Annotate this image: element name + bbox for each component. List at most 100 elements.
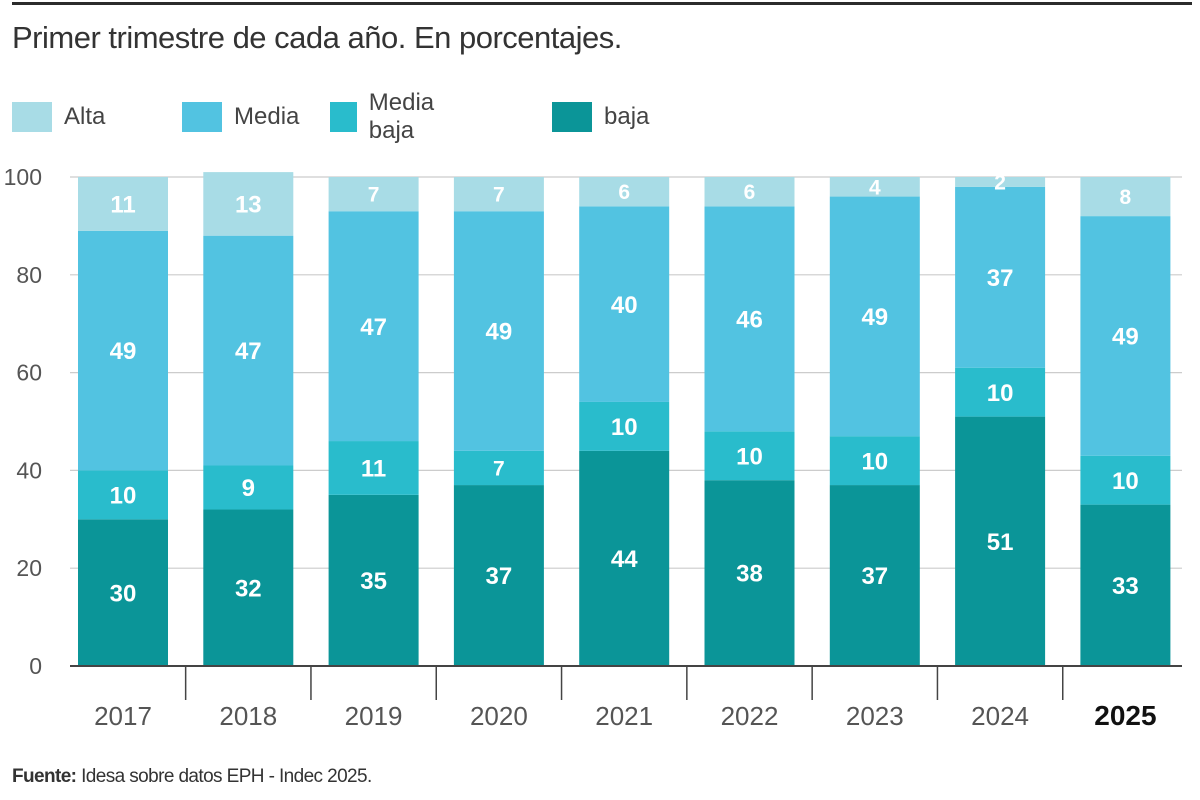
bar-2017-baja — [78, 519, 168, 666]
y-tick-label-60: 60 — [16, 360, 42, 386]
bar-2024-media — [955, 186, 1046, 368]
data-label-2024-baja: 51 — [987, 529, 1014, 556]
y-tick-label-100: 100 — [4, 164, 42, 190]
data-label-2020-media-baja: 7 — [493, 458, 505, 481]
data-label-2021-alta: 6 — [618, 181, 630, 204]
data-label-2017-alta: 11 — [110, 192, 135, 219]
source-text: Idesa sobre datos EPH - Indec 2025. — [81, 766, 372, 787]
bar-2025-media-baja — [1080, 455, 1171, 505]
data-label-2017-media-baja: 10 — [110, 482, 137, 509]
bar-2020-baja — [453, 485, 544, 666]
legend-label-alta: Alta — [64, 103, 106, 130]
top-rule — [12, 2, 1192, 5]
bar-2022-alta — [704, 177, 795, 207]
legend-label-media: Media — [234, 103, 300, 130]
data-label-2022-alta: 6 — [744, 181, 756, 204]
source-label: Fuente: — [12, 766, 77, 787]
data-label-2024-media: 37 — [987, 265, 1014, 292]
x-tick-label-2019: 2019 — [345, 701, 403, 731]
data-label-2020-media: 49 — [486, 319, 513, 346]
bar-2021-media — [579, 206, 670, 402]
data-label-2023-baja: 37 — [861, 563, 888, 590]
legend-swatch-alta — [12, 102, 52, 132]
bar-2020-media — [453, 211, 544, 451]
bar-2023-media-baja — [829, 436, 920, 486]
x-tick-label-2023: 2023 — [846, 701, 904, 731]
bar-2019-alta — [328, 177, 419, 212]
legend-item-baja: baja — [552, 100, 649, 134]
bar-2017-media-baja — [78, 470, 168, 520]
x-tick-label-2018: 2018 — [219, 701, 277, 731]
x-tick-label-2024: 2024 — [971, 701, 1029, 731]
data-label-2021-baja: 44 — [611, 546, 638, 573]
bar-2025-baja — [1080, 504, 1171, 666]
y-tick-label-40: 40 — [16, 457, 42, 483]
data-label-2021-media-baja: 10 — [611, 414, 638, 441]
data-label-2019-baja: 35 — [360, 568, 387, 595]
bar-2020-alta — [453, 177, 544, 212]
data-label-2025-baja: 33 — [1112, 573, 1139, 600]
bar-2019-media-baja — [328, 441, 419, 495]
bar-2018-baja — [203, 509, 294, 666]
bar-2019-media — [328, 211, 419, 442]
data-label-2023-media-baja: 10 — [861, 448, 888, 475]
bar-2024-media-baja — [955, 367, 1046, 417]
data-label-2022-baja: 38 — [736, 561, 763, 588]
bar-2018-media-baja — [203, 465, 294, 510]
data-label-2018-alta: 13 — [235, 192, 262, 219]
data-label-2019-media: 47 — [360, 314, 387, 341]
y-tick-label-20: 20 — [16, 555, 42, 581]
bar-2020-media-baja — [453, 450, 544, 486]
data-label-2022-media-baja: 10 — [736, 443, 763, 470]
bar-2022-baja — [704, 480, 795, 666]
data-label-2025-alta: 8 — [1120, 186, 1132, 209]
x-tick-label-2017: 2017 — [94, 701, 152, 731]
data-label-2019-media-baja: 11 — [361, 456, 386, 483]
legend-item-alta: Alta — [12, 100, 105, 134]
x-tick-label-2020: 2020 — [470, 701, 528, 731]
legend-swatch-media — [182, 102, 222, 132]
bar-2018-alta — [203, 172, 294, 236]
bar-2018-media — [203, 235, 294, 466]
data-label-2018-media: 47 — [235, 338, 262, 365]
legend-item-media: Media — [182, 100, 299, 134]
data-label-2024-alta: 2 — [994, 171, 1006, 194]
bar-2024-alta — [955, 177, 1046, 187]
data-label-2018-baja: 32 — [235, 575, 262, 602]
x-tick-label-2021: 2021 — [595, 701, 653, 731]
x-tick-label-2025: 2025 — [1094, 700, 1156, 731]
data-label-2025-media-baja: 10 — [1112, 468, 1139, 495]
bar-2021-media-baja — [579, 401, 670, 451]
bar-2021-baja — [579, 450, 670, 666]
x-tick-label-2022: 2022 — [721, 701, 779, 731]
bar-2025-alta — [1080, 177, 1171, 217]
y-tick-label-0: 0 — [29, 653, 42, 679]
legend-swatch-media-baja — [330, 102, 357, 132]
data-label-2021-media: 40 — [611, 292, 638, 319]
bar-2022-media — [704, 206, 795, 432]
bar-2017-alta — [78, 177, 168, 231]
bar-2017-media — [78, 230, 168, 471]
legend-label-baja: baja — [604, 103, 650, 130]
bar-2024-baja — [955, 416, 1046, 666]
data-label-2017-media: 49 — [110, 338, 137, 365]
data-label-2025-media: 49 — [1112, 324, 1139, 351]
chart-title: Primer trimestre de cada año. En porcent… — [12, 20, 622, 55]
data-label-2024-media-baja: 10 — [987, 380, 1014, 407]
bar-2023-media — [829, 196, 920, 437]
bar-2021-alta — [579, 177, 670, 207]
legend-item-media-baja: Media baja — [330, 89, 447, 144]
data-label-2023-media: 49 — [861, 304, 888, 331]
legend-swatch-baja — [552, 102, 592, 132]
data-label-2018-media-baja: 9 — [242, 475, 255, 502]
data-label-2020-alta: 7 — [493, 184, 505, 207]
data-label-2020-baja: 37 — [486, 563, 513, 590]
bar-2023-alta — [829, 177, 920, 197]
bar-2019-baja — [328, 494, 419, 666]
bar-2023-baja — [829, 485, 920, 666]
y-tick-label-80: 80 — [16, 262, 42, 288]
bar-2025-media — [1080, 216, 1171, 456]
data-label-2017-baja: 30 — [110, 580, 137, 607]
data-label-2023-alta: 4 — [869, 176, 881, 199]
